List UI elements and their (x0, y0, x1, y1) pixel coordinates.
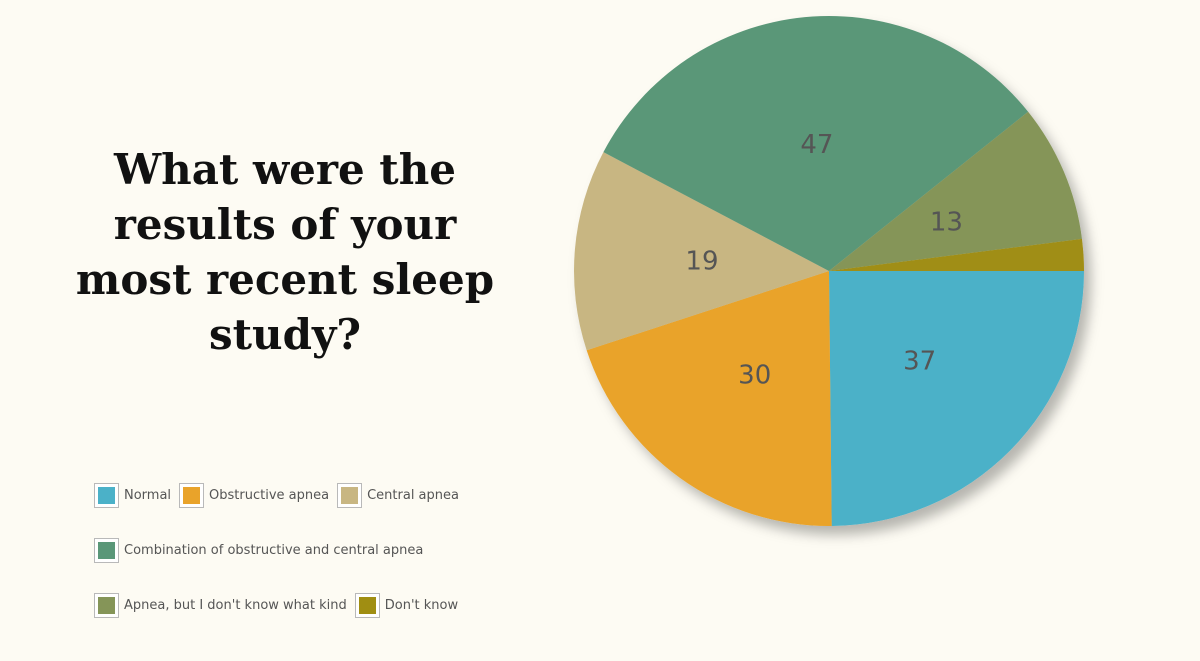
legend-swatch (355, 593, 379, 617)
legend-label: Obstructive apnea (209, 487, 330, 503)
legend-label: Normal (124, 487, 172, 503)
pie-slice-obstructive-apnea (586, 271, 832, 526)
legend-item-don-t-know: Don't know (353, 593, 459, 617)
legend-item-combination-of-obstructive-and-central-apnea: Combination of obstructive and central a… (92, 538, 424, 562)
legend-swatch (338, 483, 362, 507)
legend-swatch (180, 483, 204, 507)
legend-swatch (95, 538, 118, 562)
pie-slice-normal (829, 271, 1084, 526)
legend-row: Apnea, but I don't know what kind Don't k… (92, 590, 522, 620)
legend-swatch (95, 593, 118, 617)
legend-label: Combination of obstructive and central a… (124, 542, 424, 558)
data-label-apnea-but-i-don-t-know-what-kind: 13 (930, 207, 963, 237)
pie-slice-combination-of-obstructive-and-central-apnea (603, 15, 1029, 271)
pie-slices (573, 15, 1084, 526)
data-label-central-apnea: 19 (685, 246, 718, 276)
legend-label: Apnea, but I don't know what kind (124, 597, 347, 613)
legend-row: Combination of obstructive and central a… (92, 535, 522, 565)
pie-slice-apnea-but-i-don-t-know-what-kind (829, 111, 1082, 272)
data-label-obstructive-apnea: 30 (738, 361, 771, 391)
data-label-normal: 37 (903, 347, 936, 377)
legend-swatch (95, 483, 118, 507)
chart-title: What were the results of your most recen… (75, 145, 495, 359)
legend-item-apnea-but-i-don-t-know-what-kind: Apnea, but I don't know what kind (92, 593, 347, 617)
chart-legend: Normal Obstructive apnea Central apnea Comb… (92, 480, 522, 645)
pie-data-labels: 37 30 19 47 13 (685, 130, 963, 391)
legend-label: Central apnea (367, 487, 459, 503)
legend-item-obstructive-apnea: Obstructive apnea (177, 483, 330, 507)
legend-row: Normal Obstructive apnea Central apnea (92, 480, 522, 510)
data-label-combination-of-obstructive-and-central-apnea: 47 (800, 130, 833, 160)
legend-item-normal: Normal (92, 483, 172, 507)
legend-label: Don't know (384, 597, 459, 613)
legend-item-central-apnea: Central apnea (335, 483, 459, 507)
pie-slice-central-apnea (573, 152, 829, 351)
pie-slice-don-t-know (829, 238, 1084, 271)
